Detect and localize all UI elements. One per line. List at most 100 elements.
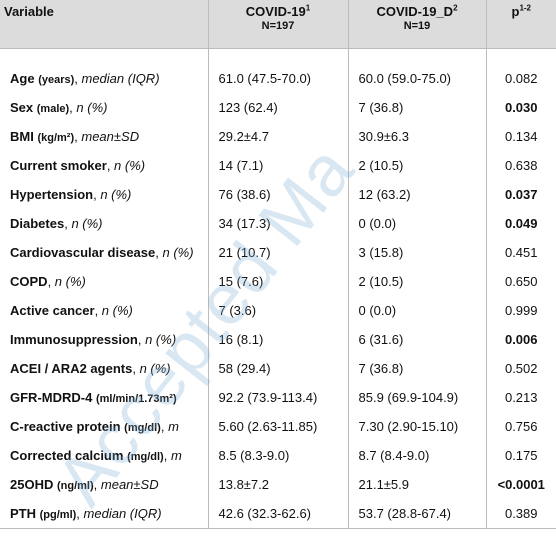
variable-name: Diabetes xyxy=(10,216,65,231)
variable-stat: median (IQR) xyxy=(81,71,160,86)
variable-cell: Corrected calcium (mg/dl), m xyxy=(10,448,182,463)
header-group2: COVID-19_D2 N=19 xyxy=(347,0,486,49)
variable-stat: n (%) xyxy=(114,158,146,173)
group2-value: 85.9 (69.9-104.9) xyxy=(347,383,486,412)
variable-cell: BMI (kg/m²), mean±SD xyxy=(10,129,140,144)
table-row: Age (years), median (IQR) 61.0 (47.5-70.0… xyxy=(0,64,556,93)
variable-name: Immunosuppression xyxy=(10,332,138,347)
p-value: 0.638 xyxy=(485,151,556,180)
header-group1-n: N=197 xyxy=(261,20,295,32)
variable-unit: (years) xyxy=(38,74,75,86)
group1-value: 58 (29.4) xyxy=(207,354,348,383)
variable-unit: (kg/m²) xyxy=(37,132,75,144)
variable-stat: n (%) xyxy=(76,100,108,115)
variable-name: Hypertension xyxy=(10,187,94,202)
variable-cell: 25OHD (ng/ml), mean±SD xyxy=(10,477,159,492)
variable-unit: (ng/ml) xyxy=(56,480,94,492)
p-value: 0.037 xyxy=(485,180,556,209)
group2-value: 12 (63.2) xyxy=(347,180,486,209)
p-value: 0.175 xyxy=(485,441,556,470)
p-value: 0.030 xyxy=(485,93,556,122)
variable-cell: COPD, n (%) xyxy=(10,274,86,289)
variable-name: C-reactive protein xyxy=(10,419,121,434)
p-value: <0.0001 xyxy=(485,470,556,499)
variable-name: Sex xyxy=(10,100,34,115)
variable-name: GFR-MDRD-4 xyxy=(10,390,93,405)
group1-value: 92.2 (73.9-113.4) xyxy=(207,383,348,412)
group2-value: 6 (31.6) xyxy=(347,325,486,354)
variable-stat: n (%) xyxy=(162,245,194,260)
table-row: COPD, n (%) 15 (7.6) 2 (10.5) 0.650 xyxy=(0,267,556,296)
variable-name: PTH xyxy=(10,505,36,521)
variable-cell: Diabetes, n (%) xyxy=(10,216,103,231)
variable-stat: m xyxy=(170,448,182,463)
group2-value: 0 (0.0) xyxy=(347,296,486,325)
variable-cell: Hypertension, n (%) xyxy=(10,187,132,202)
p-value: 0.756 xyxy=(485,412,556,441)
variable-name: BMI xyxy=(10,129,34,144)
p-value: 0.389 xyxy=(485,499,556,529)
variable-stat: n (%) xyxy=(101,303,133,318)
group1-value: 16 (8.1) xyxy=(207,325,348,354)
variable-stat: mean±SD xyxy=(81,129,140,144)
table-row: Current smoker, n (%) 14 (7.1) 2 (10.5) 0.6… xyxy=(0,151,556,180)
table-row: GFR-MDRD-4 (ml/min/1.73m²) 92.2 (73.9-113… xyxy=(0,383,556,412)
group2-value: 53.7 (28.8-67.4) xyxy=(347,499,486,529)
group2-value: 8.7 (8.4-9.0) xyxy=(347,441,486,470)
group1-value: 34 (17.3) xyxy=(207,209,348,238)
variable-name: ACEI / ARA2 agents xyxy=(10,361,133,376)
table-row: Corrected calcium (mg/dl), m 8.5 (8.3-9.0… xyxy=(0,441,556,470)
p-value: 0.134 xyxy=(485,122,556,151)
p-value: 0.650 xyxy=(485,267,556,296)
variable-cell: Immunosuppression, n (%) xyxy=(10,332,177,347)
group2-value: 7 (36.8) xyxy=(347,93,486,122)
table-row: PTH (pg/ml), median (IQR) 42.6 (32.3-62.6… xyxy=(0,499,556,529)
group2-value: 2 (10.5) xyxy=(347,151,486,180)
group1-value: 29.2±4.7 xyxy=(207,122,348,151)
variable-cell: ACEI / ARA2 agents, n (%) xyxy=(10,361,171,376)
group1-value: 76 (38.6) xyxy=(207,180,348,209)
variable-cell: C-reactive protein (mg/dl), m xyxy=(10,419,179,434)
variable-name: Corrected calcium xyxy=(10,448,124,463)
variable-unit: (ml/min/1.73m²) xyxy=(95,393,177,405)
group1-value: 21 (10.7) xyxy=(207,238,348,267)
group2-value: 2 (10.5) xyxy=(347,267,486,296)
variable-unit: (mg/dl) xyxy=(127,451,164,463)
group1-value: 14 (7.1) xyxy=(207,151,348,180)
table-row: 25OHD (ng/ml), mean±SD 13.8±7.2 21.1±5.9 <0… xyxy=(0,470,556,499)
group2-value: 21.1±5.9 xyxy=(347,470,486,499)
header-group1: COVID-191 N=197 xyxy=(207,0,348,49)
table-row: Cardiovascular disease, n (%) 21 (10.7) 3 … xyxy=(0,238,556,267)
variable-name: Cardiovascular disease xyxy=(10,245,156,260)
group1-value: 42.6 (32.3-62.6) xyxy=(207,499,348,529)
group2-value: 0 (0.0) xyxy=(347,209,486,238)
variable-stat: n (%) xyxy=(139,361,171,376)
header-p-value: p1-2 xyxy=(485,0,556,49)
table-row: Hypertension, n (%) 76 (38.6) 12 (63.2) 0.0… xyxy=(0,180,556,209)
variable-cell: Active cancer, n (%) xyxy=(10,303,133,318)
p-value: 0.082 xyxy=(485,64,556,93)
variable-cell: Sex (male), n (%) xyxy=(10,100,108,115)
variable-name: Current smoker xyxy=(10,158,107,173)
baseline-characteristics-table: Variable COVID-191 N=197 COVID-19_D2 N=1… xyxy=(0,0,556,529)
group1-value: 7 (3.6) xyxy=(207,296,348,325)
header-row: Variable COVID-191 N=197 COVID-19_D2 N=1… xyxy=(0,0,556,49)
variable-stat: n (%) xyxy=(100,187,132,202)
p-value: 0.999 xyxy=(485,296,556,325)
variable-unit: (pg/ml) xyxy=(39,508,77,521)
group1-value: 61.0 (47.5-70.0) xyxy=(207,64,348,93)
variable-cell: Current smoker, n (%) xyxy=(10,158,146,173)
variable-name: 25OHD xyxy=(10,477,54,492)
table-row: ACEI / ARA2 agents, n (%) 58 (29.4) 7 (36.… xyxy=(0,354,556,383)
variable-cell: Age (years), median (IQR) xyxy=(10,71,160,86)
variable-name: Age xyxy=(10,71,35,86)
table-row: Active cancer, n (%) 7 (3.6) 0 (0.0) 0.999 xyxy=(0,296,556,325)
p-value: 0.213 xyxy=(485,383,556,412)
table-row: BMI (kg/m²), mean±SD 29.2±4.7 30.9±6.3 0.13… xyxy=(0,122,556,151)
group2-value: 60.0 (59.0-75.0) xyxy=(347,64,486,93)
variable-unit: (male) xyxy=(36,103,70,115)
group2-value: 30.9±6.3 xyxy=(347,122,486,151)
variable-cell: GFR-MDRD-4 (ml/min/1.73m²) xyxy=(0,383,208,412)
group2-value: 7 (36.8) xyxy=(347,354,486,383)
table-row: Immunosuppression, n (%) 16 (8.1) 6 (31.6)… xyxy=(0,325,556,354)
